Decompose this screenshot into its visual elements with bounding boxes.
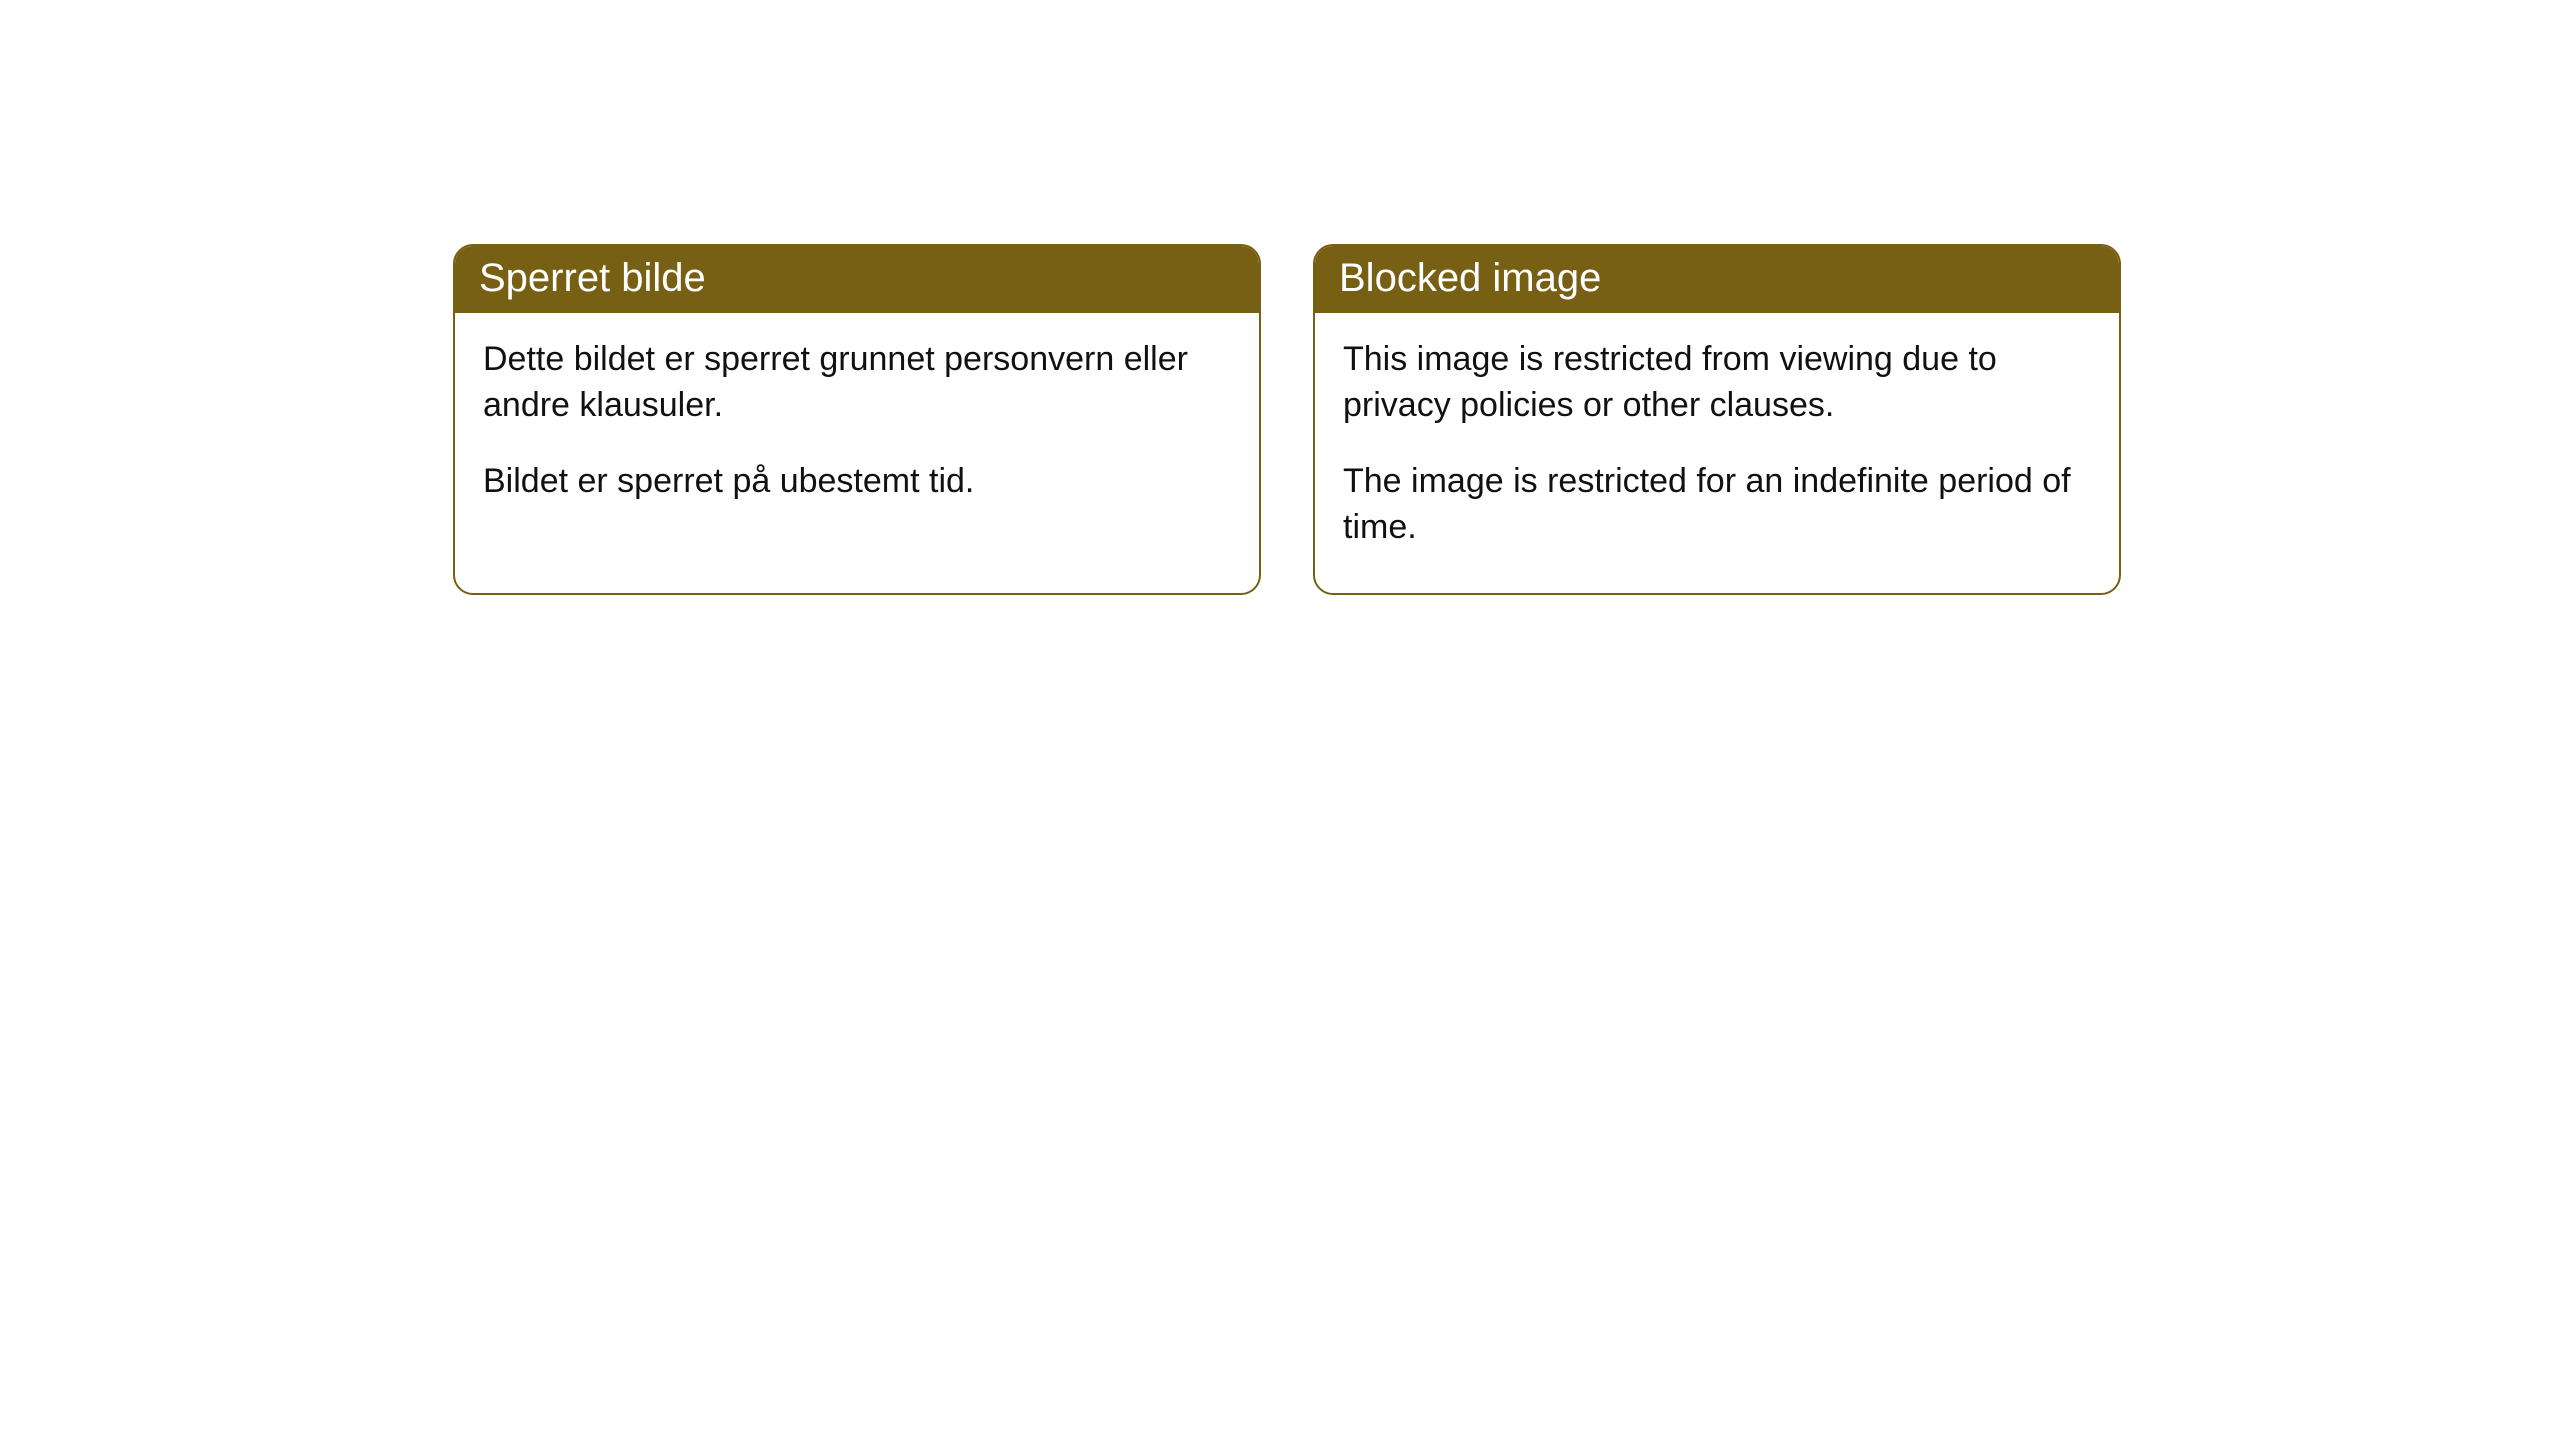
card-paragraph-1-norwegian: Dette bildet er sperret grunnet personve… (483, 337, 1231, 429)
card-body-english: This image is restricted from viewing du… (1315, 313, 2119, 593)
card-body-norwegian: Dette bildet er sperret grunnet personve… (455, 313, 1259, 547)
card-paragraph-2-english: The image is restricted for an indefinit… (1343, 459, 2091, 551)
card-english: Blocked image This image is restricted f… (1313, 244, 2121, 595)
card-paragraph-1-english: This image is restricted from viewing du… (1343, 337, 2091, 429)
cards-container: Sperret bilde Dette bildet er sperret gr… (453, 244, 2121, 595)
card-header-english: Blocked image (1315, 246, 2119, 313)
card-paragraph-2-norwegian: Bildet er sperret på ubestemt tid. (483, 459, 1231, 505)
card-norwegian: Sperret bilde Dette bildet er sperret gr… (453, 244, 1261, 595)
card-header-norwegian: Sperret bilde (455, 246, 1259, 313)
